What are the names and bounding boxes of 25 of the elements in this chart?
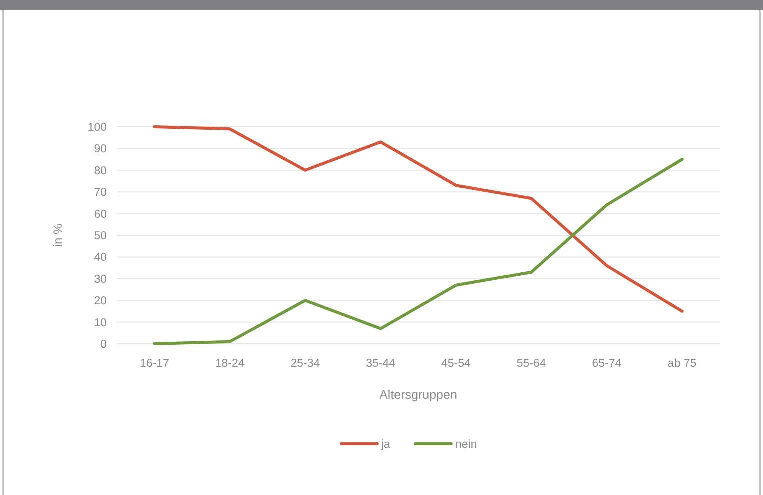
y-tick-label: 50: [94, 230, 107, 243]
y-tick-label: 80: [94, 165, 107, 178]
line-series: [153, 126, 684, 313]
legend-label: ja: [380, 439, 392, 452]
y-tick-label: 100: [88, 122, 107, 134]
y-tick-label: 0: [100, 339, 107, 352]
x-tick-label: 55-64: [516, 358, 547, 370]
x-tick-label: 35-44: [366, 358, 396, 370]
line-series: [153, 158, 684, 346]
x-tick-label: 65-74: [592, 358, 622, 370]
x-tick-label: 25-34: [290, 358, 321, 370]
x-tick-label: 45-54: [441, 358, 472, 370]
y-tick-label: 20: [94, 296, 107, 308]
y-tick-label: 60: [94, 208, 107, 221]
x-tick-label: 18-24: [215, 358, 246, 370]
x-tick-label: ab 75: [668, 358, 697, 370]
legend-label: nein: [456, 439, 478, 452]
y-tick-label: 10: [94, 317, 107, 330]
y-tick-label: 70: [94, 187, 107, 200]
x-axis-title: Altersgruppen: [380, 388, 458, 402]
y-tick-label: 30: [94, 274, 107, 286]
x-tick-label: 16-17: [140, 358, 170, 370]
y-axis-title: in %: [51, 224, 65, 248]
y-tick-label: 90: [94, 144, 107, 156]
y-tick-label: 40: [94, 252, 107, 264]
